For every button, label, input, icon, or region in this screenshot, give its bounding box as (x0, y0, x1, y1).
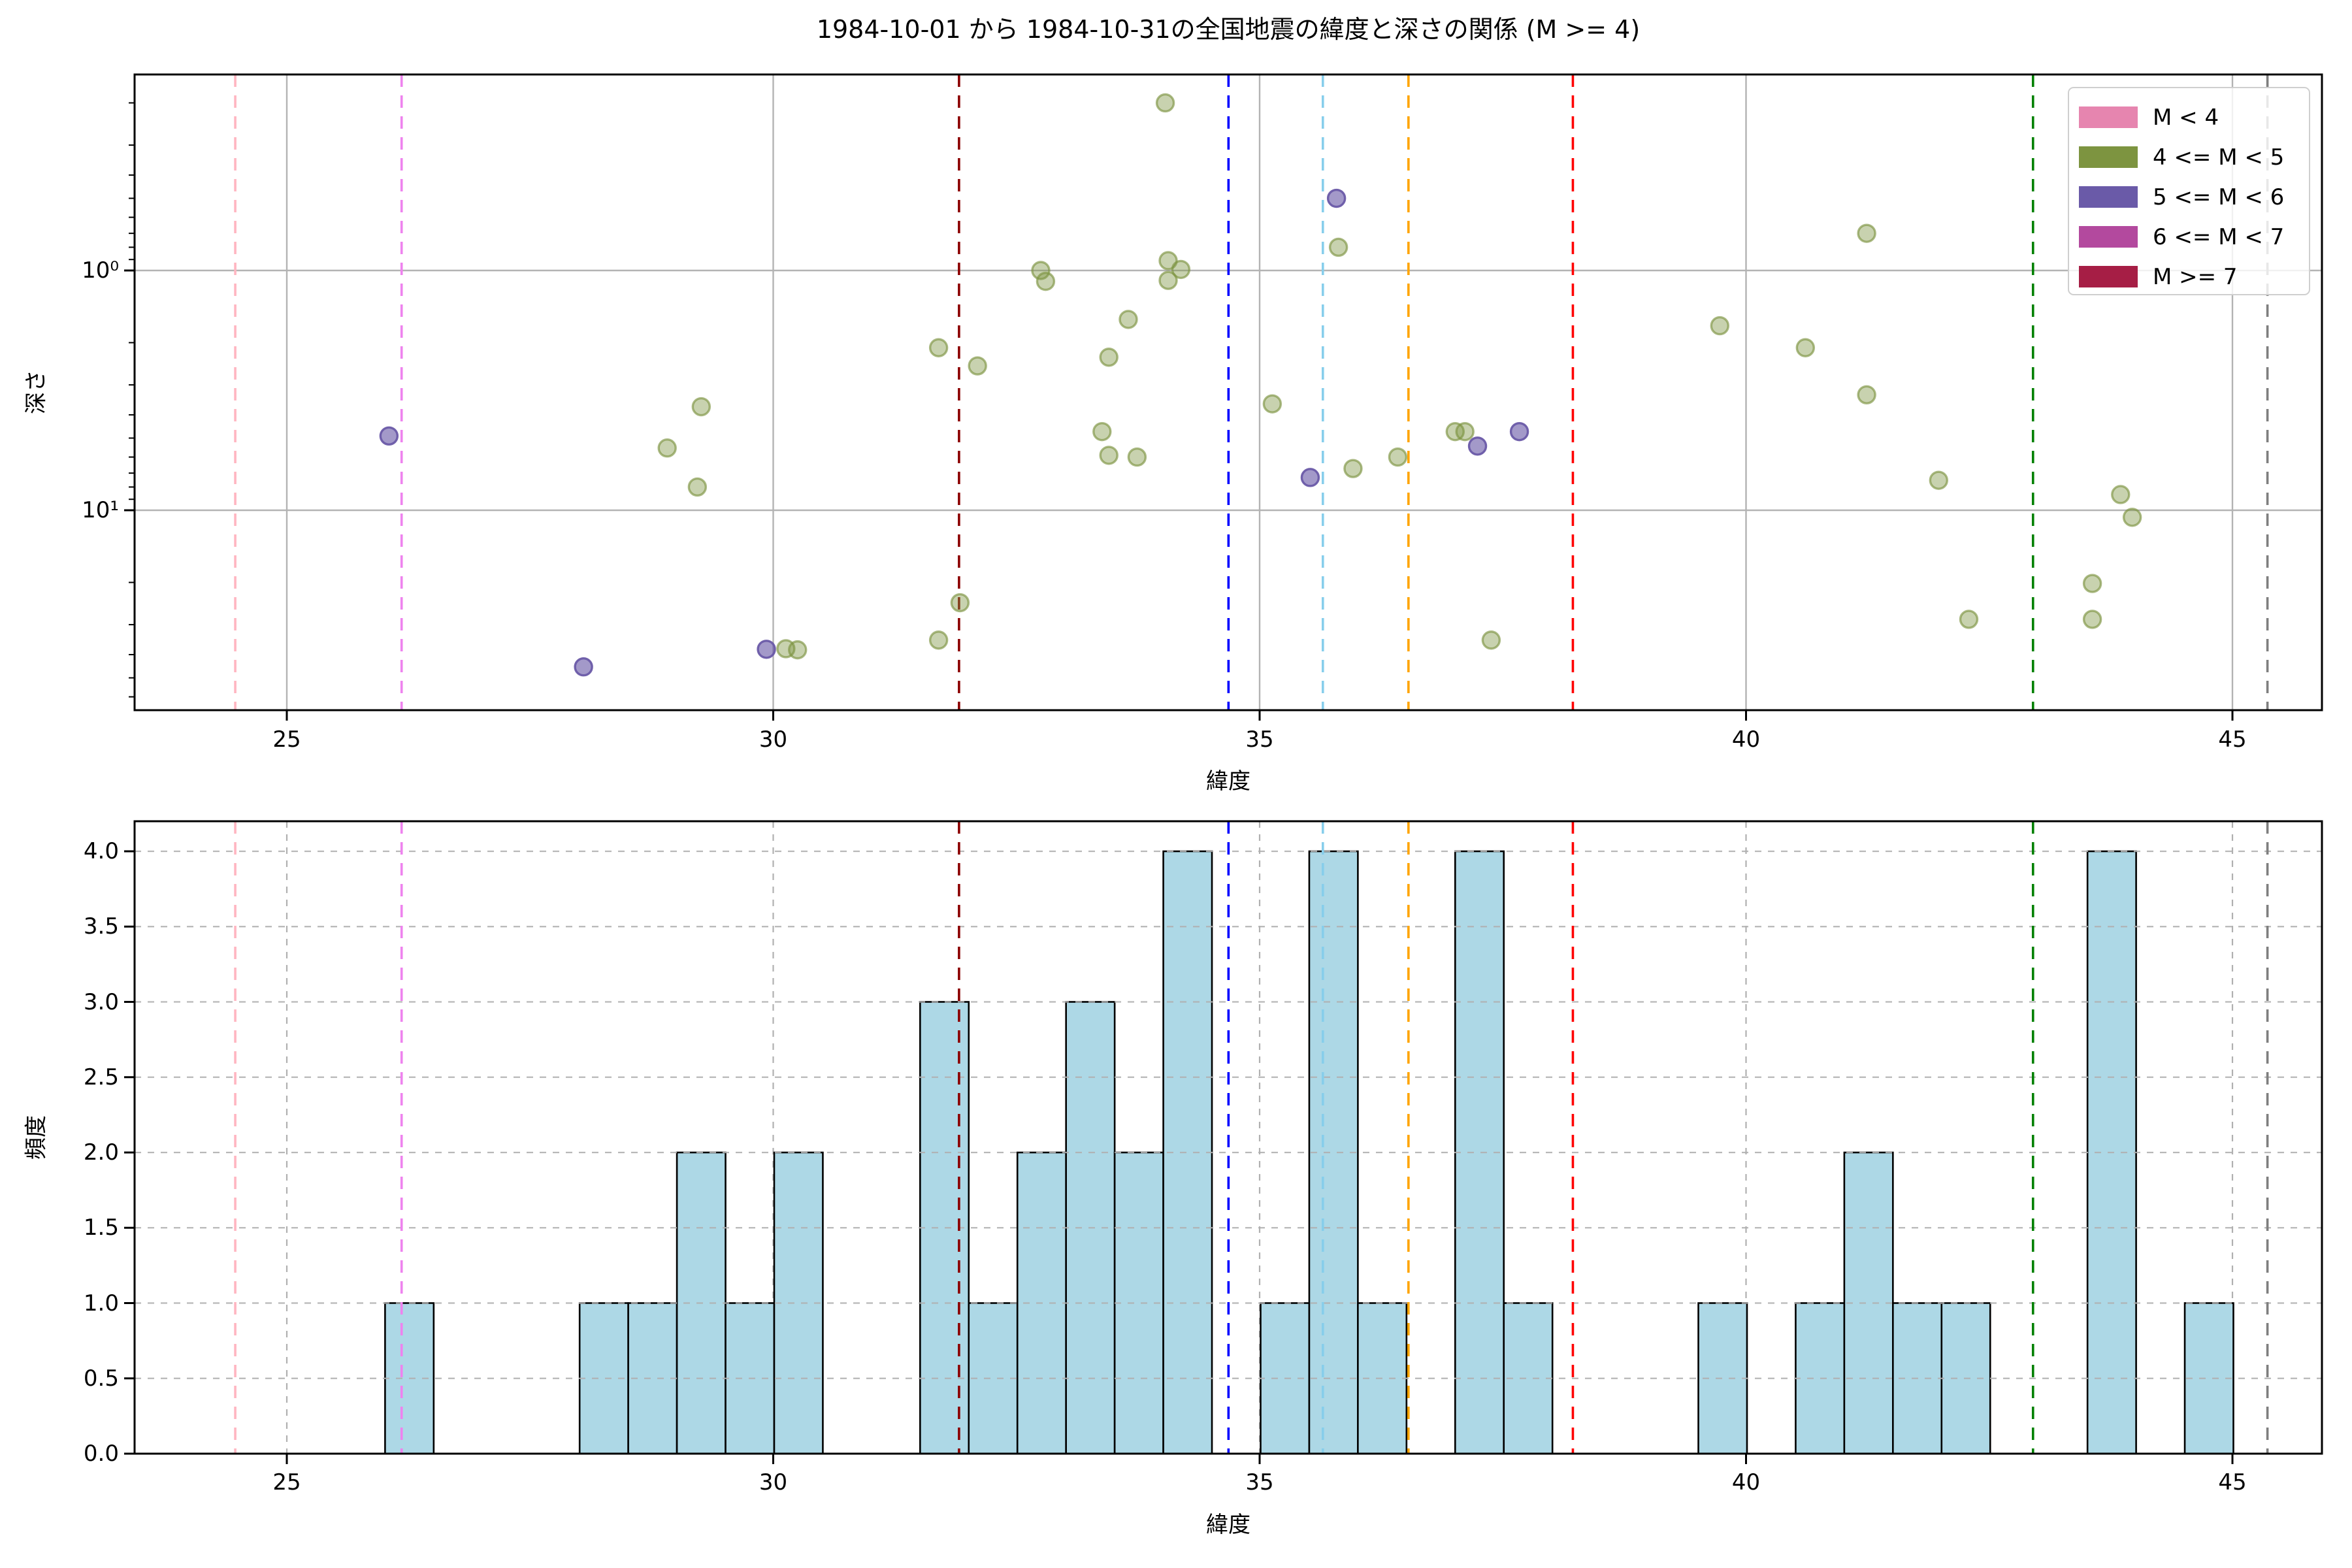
y-tick-label: 4.0 (83, 838, 119, 864)
scatter-point (1119, 310, 1138, 329)
scatter-point (1092, 421, 1112, 442)
scatter-point (1710, 316, 1729, 336)
scatter-point (1509, 421, 1529, 442)
x-tick-label: 35 (1245, 1469, 1274, 1495)
legend-row: 5 <= M < 6 (2079, 177, 2296, 217)
scatter-point (1326, 188, 1347, 208)
scatter-point (1795, 338, 1816, 357)
x-tick-label: 35 (1245, 727, 1274, 753)
scatter-point (788, 640, 808, 660)
scatter-point (1328, 237, 1348, 257)
hist-y-axis-label: 頻度 (23, 1115, 50, 1160)
x-tick-label: 45 (2218, 727, 2247, 753)
scatter-point (1959, 610, 1979, 629)
legend-label: 4 <= M < 5 (2153, 144, 2285, 171)
scatter-y-axis-label: 深さ (23, 370, 50, 414)
scatter-point (1158, 270, 1178, 290)
legend-swatch (2079, 266, 2138, 287)
y-tick-label: 0.5 (83, 1365, 119, 1392)
scatter-point (757, 640, 776, 659)
legend-swatch (2079, 146, 2138, 168)
scatter-point (2111, 485, 2131, 504)
scatter-point (1036, 271, 1056, 291)
scatter-point (1171, 259, 1191, 280)
scatter-point (1155, 93, 1175, 113)
x-tick-label: 45 (2218, 1469, 2247, 1495)
scatter-point (1127, 447, 1147, 467)
y-tick-label: 2.0 (83, 1139, 119, 1166)
scatter-point (1343, 459, 1363, 478)
scatter-point (691, 397, 711, 417)
x-tick-label: 30 (759, 1469, 788, 1495)
legend-label: 5 <= M < 6 (2153, 184, 2285, 210)
x-tick-label: 30 (759, 727, 788, 753)
y-tick-label: 10⁰ (82, 257, 119, 284)
y-tick-label: 3.0 (83, 988, 119, 1015)
legend-row: 4 <= M < 5 (2079, 137, 2296, 177)
legend-row: 6 <= M < 7 (2079, 217, 2296, 257)
scatter-point (1099, 348, 1119, 367)
plot-canvas (124, 820, 2323, 1464)
scatter-point (1929, 470, 1949, 490)
y-tick-label: 10¹ (82, 497, 119, 523)
y-tick-label: 0.0 (83, 1441, 119, 1467)
legend-row: M < 4 (2079, 97, 2296, 137)
scatter-point (1467, 436, 1488, 456)
y-tick-label: 1.5 (83, 1215, 119, 1241)
y-tick-label: 2.5 (83, 1064, 119, 1090)
scatter-point (657, 438, 677, 458)
histogram-bar (1503, 1302, 1554, 1455)
scatter-point (574, 657, 593, 677)
scatter-point (1388, 447, 1408, 467)
scatter-point (1262, 394, 1282, 414)
x-tick-label: 40 (1731, 1469, 1761, 1495)
scatter-point (1857, 385, 1876, 404)
scatter-point (687, 477, 708, 497)
histogram-bar (1308, 850, 1359, 1455)
scatter-point (379, 426, 399, 446)
scatter-point (1455, 421, 1475, 442)
legend-swatch (2079, 226, 2138, 248)
y-tick-label: 1.0 (83, 1290, 119, 1316)
scatter-point (2082, 574, 2102, 593)
scatter-x-axis-label: 緯度 (1206, 768, 1250, 794)
scatter-point (1031, 261, 1051, 280)
x-tick-label: 25 (272, 1469, 301, 1495)
scatter-point (1857, 223, 1876, 243)
scatter-point (928, 338, 949, 357)
scatter-point (1300, 468, 1320, 487)
scatter-point (928, 630, 949, 650)
scatter-point (950, 593, 970, 613)
axis-spine (133, 820, 2323, 1455)
chart-title: 1984-10-01 から 1984-10-31の全国地震の緯度と深さの関係 (… (816, 15, 1641, 44)
histogram-plot (124, 820, 2323, 1464)
legend-swatch (2079, 106, 2138, 128)
scatter-point (2122, 508, 2142, 527)
legend-label: M >= 7 (2153, 263, 2238, 290)
scatter-point (1445, 421, 1465, 442)
scatter-point (968, 356, 987, 376)
hist-x-axis-label: 緯度 (1206, 1512, 1250, 1538)
legend-label: M < 4 (2153, 104, 2219, 131)
legend-label: 6 <= M < 7 (2153, 223, 2285, 250)
axis-spine (133, 73, 2323, 711)
x-tick-label: 40 (1731, 727, 1761, 753)
scatter-plot (124, 73, 2323, 721)
legend: M < 4 4 <= M < 5 5 <= M < 6 6 <= M < 7 M >= … (2068, 87, 2310, 295)
scatter-point (1099, 446, 1119, 465)
y-tick-label: 3.5 (83, 913, 119, 940)
x-tick-label: 25 (272, 727, 301, 753)
legend-swatch (2079, 186, 2138, 208)
scatter-point (2082, 610, 2102, 629)
legend-row: M >= 7 (2079, 257, 2296, 297)
plot-canvas (124, 73, 2323, 721)
scatter-point (1481, 630, 1501, 650)
